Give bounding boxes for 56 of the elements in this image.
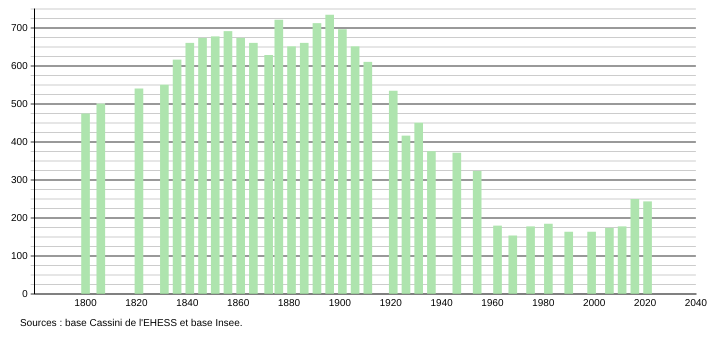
x-tick-label: 1840 xyxy=(176,298,199,309)
y-tick-label: 500 xyxy=(10,98,28,110)
y-tick-label: 0 xyxy=(22,288,28,300)
bar xyxy=(544,224,553,294)
bar xyxy=(287,46,296,294)
bar xyxy=(388,90,398,294)
y-tick-label: 700 xyxy=(10,22,28,34)
y-tick-label: 300 xyxy=(10,174,28,186)
bar xyxy=(185,42,194,294)
bar xyxy=(587,232,596,294)
bar xyxy=(134,88,144,294)
x-tick-label: 1980 xyxy=(532,298,555,309)
source-note: Sources : base Cassini de l'EHESS et base Insee. xyxy=(20,318,243,329)
bar xyxy=(630,199,640,294)
bar xyxy=(312,23,322,294)
y-tick-label: 400 xyxy=(10,136,28,148)
bar xyxy=(224,31,232,294)
x-tick-label: 1800 xyxy=(74,298,98,309)
bar xyxy=(350,46,360,294)
x-tick-label: 1820 xyxy=(125,298,148,309)
bar xyxy=(618,226,626,294)
bar xyxy=(643,201,652,294)
x-tick-label: 1880 xyxy=(278,298,301,309)
y-tick-label: 200 xyxy=(10,212,28,224)
y-tick-label: 600 xyxy=(10,60,28,72)
bar xyxy=(363,62,372,294)
x-tick-label: 1940 xyxy=(430,298,454,309)
bar xyxy=(300,42,309,294)
bar xyxy=(338,29,347,294)
x-tick-label: 1900 xyxy=(328,298,352,309)
bar xyxy=(210,36,220,294)
bar xyxy=(414,122,424,294)
bar xyxy=(249,42,258,294)
bar xyxy=(427,151,436,294)
bar xyxy=(236,38,245,294)
x-tick-label: 2040 xyxy=(684,298,708,309)
bar xyxy=(472,170,482,294)
bar xyxy=(81,114,90,294)
x-tick-label: 2000 xyxy=(583,298,606,309)
bar xyxy=(452,152,462,294)
x-tick-label: 2020 xyxy=(634,298,657,309)
bar xyxy=(96,104,106,294)
bar xyxy=(508,236,518,294)
bar xyxy=(172,60,182,294)
bar xyxy=(160,84,169,294)
bar xyxy=(402,136,410,294)
bar xyxy=(493,226,502,294)
bar xyxy=(198,38,207,294)
bar xyxy=(605,228,614,294)
bar xyxy=(564,232,574,294)
x-tick-label: 1920 xyxy=(380,298,402,309)
x-tick-label: 1860 xyxy=(227,298,250,309)
y-tick-label: 100 xyxy=(10,250,28,262)
x-tick-label: 1960 xyxy=(481,298,504,309)
bar xyxy=(325,14,334,294)
bar xyxy=(526,226,535,294)
